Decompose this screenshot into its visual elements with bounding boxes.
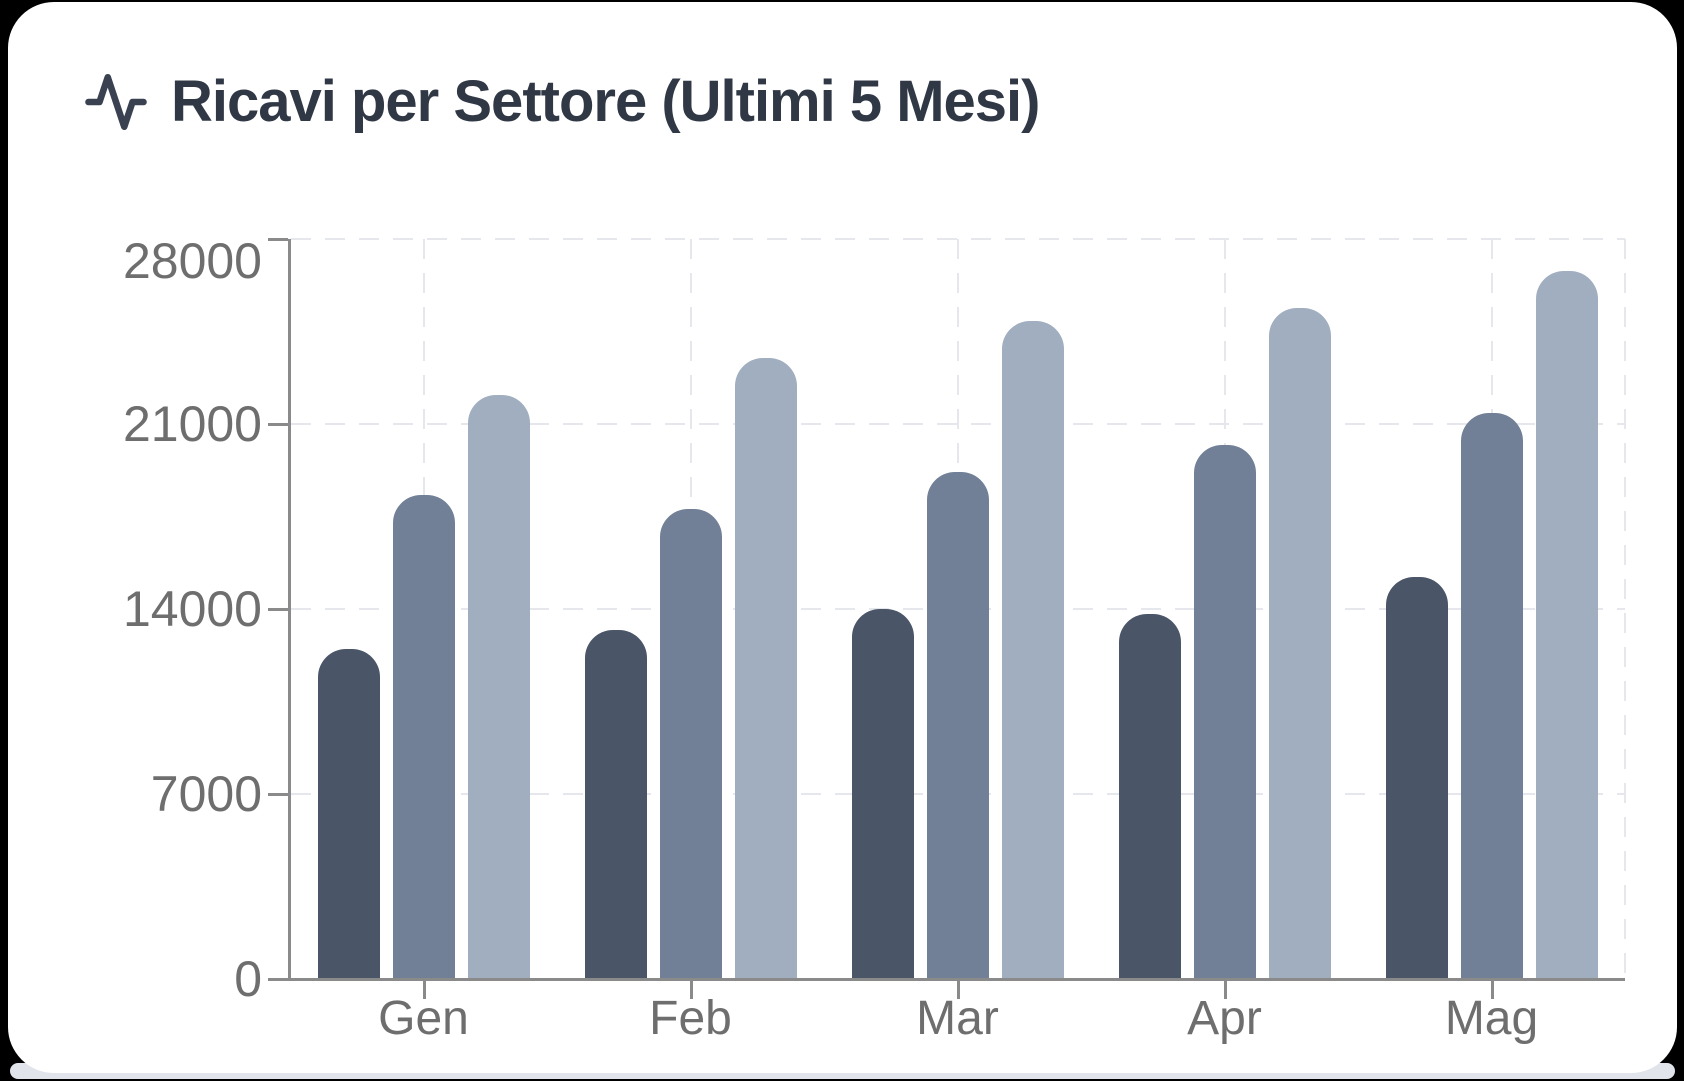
bar-serie-1-apr[interactable] [1118, 614, 1181, 979]
bar-serie-2-apr[interactable] [1193, 445, 1256, 979]
page-title: Ricavi per Settore (Ultimi 5 Mesi) [171, 69, 1040, 134]
bar-serie-3-feb[interactable] [734, 357, 797, 979]
x-axis-label: Mag [1444, 992, 1539, 1045]
activity-icon [85, 73, 147, 130]
y-axis-tick [268, 793, 288, 796]
y-axis-tick [268, 608, 288, 611]
bar-serie-1-mar[interactable] [851, 609, 914, 979]
bar-serie-2-feb[interactable] [659, 508, 722, 979]
bar-serie-2-gen[interactable] [392, 495, 455, 979]
x-axis-label: Mar [916, 992, 999, 1045]
bar-serie-1-mag[interactable] [1385, 577, 1448, 979]
bar-serie-3-apr[interactable] [1268, 307, 1331, 979]
y-axis-tick [268, 978, 288, 981]
bar-serie-2-mar[interactable] [926, 471, 989, 979]
x-axis-label: Feb [649, 992, 732, 1045]
x-axis-line [288, 978, 1625, 981]
y-axis-line [288, 239, 291, 981]
bar-chart: 0 7000 14000 21000 28000 Gen Feb Mar Apr Mag [8, 2, 1684, 1081]
bar-serie-1-gen[interactable] [317, 648, 380, 979]
y-axis-label: 28000 [122, 233, 262, 289]
bar-serie-3-gen[interactable] [467, 394, 530, 979]
y-axis-tick [268, 238, 288, 241]
bar-serie-3-mag[interactable] [1535, 270, 1598, 979]
x-axis-tick [689, 980, 693, 999]
y-axis-label: 14000 [122, 581, 262, 637]
x-axis-tick [1223, 980, 1227, 999]
x-axis-tick [1490, 980, 1494, 999]
bar-serie-2-mag[interactable] [1460, 413, 1523, 979]
x-axis-label: Gen [378, 992, 469, 1045]
y-axis-label: 21000 [122, 396, 262, 452]
x-axis-tick [422, 980, 426, 999]
y-axis-tick [268, 423, 288, 426]
gridline-vertical [1624, 239, 1626, 979]
card-header: Ricavi per Settore (Ultimi 5 Mesi) [83, 68, 1040, 135]
chart-card: Ricavi per Settore (Ultimi 5 Mesi) 0 7000… [8, 2, 1677, 1073]
y-axis-label: 7000 [150, 766, 262, 822]
bar-serie-1-feb[interactable] [584, 630, 647, 979]
bar-serie-3-mar[interactable] [1001, 320, 1064, 979]
x-axis-label: Apr [1187, 992, 1262, 1045]
y-axis-label: 0 [234, 951, 262, 1007]
x-axis-tick [956, 980, 960, 999]
